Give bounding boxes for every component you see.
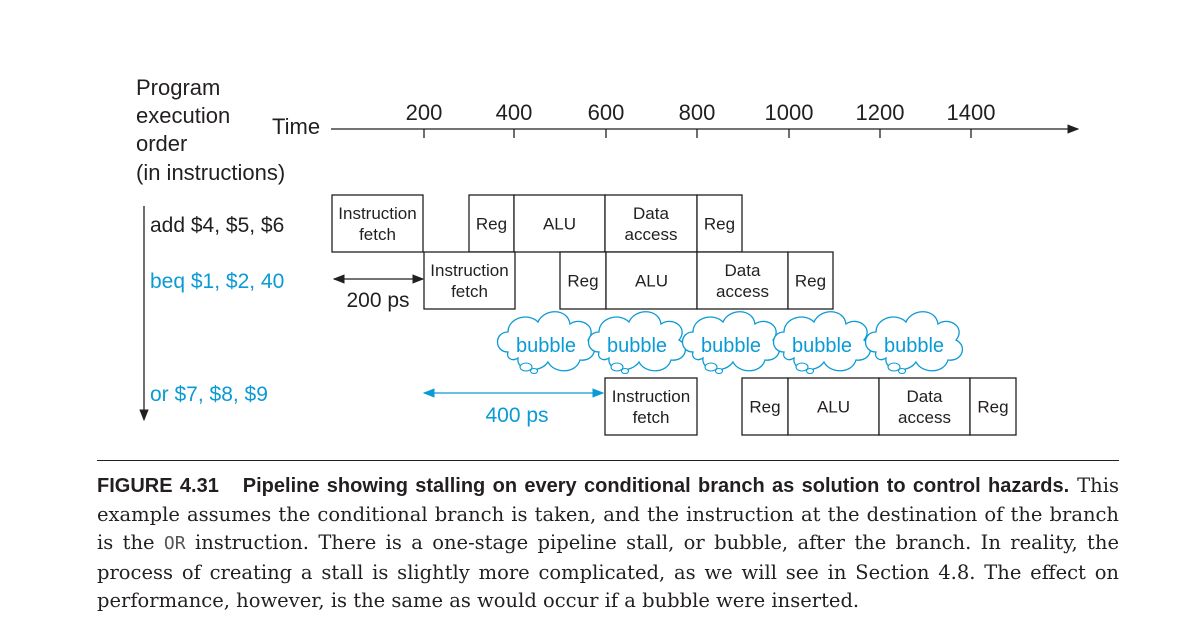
caption-text-2: instruction. There is a one-stage pipeli… <box>97 531 1119 613</box>
program-order-line-2: execution <box>136 103 230 128</box>
stage-label: access <box>625 225 678 244</box>
stage-label: fetch <box>633 408 670 427</box>
stage-label: Reg <box>476 215 507 234</box>
caption-text-1: This example assumes the conditional bra… <box>97 474 1119 555</box>
stage-label: Reg <box>749 398 780 417</box>
bubble: bubble <box>587 311 687 375</box>
time-tick-label: 600 <box>588 100 625 125</box>
stage-label: access <box>716 282 769 301</box>
stage-label: Instruction <box>612 387 690 406</box>
stage-beq-0: Instruction fetch <box>423 251 516 310</box>
bubble: bubble <box>496 311 596 375</box>
instruction-label-or: or $7, $8, $9 <box>150 383 268 406</box>
interval-200ps-label: 200 ps <box>346 289 409 312</box>
program-order-line-1: Program <box>136 75 220 100</box>
bubble-label: bubble <box>516 335 576 357</box>
bubble-label: bubble <box>701 335 761 357</box>
caption-code-or: OR <box>163 533 186 555</box>
pipeline-stages: Instruction fetch Reg ALU Data access Reg Instr… <box>331 194 1017 436</box>
bubble-label: bubble <box>884 335 944 357</box>
stage-or-3: Data access <box>878 377 971 436</box>
bubble: bubble <box>681 311 781 375</box>
instruction-label-beq: beq $1, $2, 40 <box>150 270 284 293</box>
interval-400ps-label: 400 ps <box>485 404 548 427</box>
stage-or-0: Instruction fetch <box>604 377 698 436</box>
stage-or-1: Reg <box>741 377 789 436</box>
time-tick-label: 1400 <box>947 100 996 125</box>
time-label: Time <box>272 114 320 139</box>
stage-label: fetch <box>451 282 488 301</box>
stage-add-1: Reg <box>468 194 515 253</box>
time-tick-label: 1200 <box>856 100 905 125</box>
stage-label: Data <box>907 387 943 406</box>
time-ticks: 200 400 600 800 1000 1200 1400 <box>406 100 996 138</box>
program-order-line-4: (in instructions) <box>136 160 285 185</box>
stage-label: ALU <box>543 215 576 234</box>
pipeline-diagram: Program execution order (in instructions… <box>136 75 1080 436</box>
stage-add-0: Instruction fetch <box>331 194 424 253</box>
figure-caption: FIGURE 4.31 Pipeline showing stalling on… <box>97 472 1119 616</box>
time-tick-label: 1000 <box>765 100 814 125</box>
stage-label: Reg <box>567 272 598 291</box>
stage-label: Instruction <box>430 261 508 280</box>
bubble-label: bubble <box>607 335 667 357</box>
stage-add-2: ALU <box>513 194 606 253</box>
stage-or-2: ALU <box>787 377 880 436</box>
caption-rule <box>97 460 1119 461</box>
program-order-line-3: order <box>136 131 187 156</box>
bubble-label: bubble <box>792 335 852 357</box>
stage-label: ALU <box>817 398 850 417</box>
stage-label: Reg <box>795 272 826 291</box>
bubble-row: bubble bubble bubble bubble bubble <box>496 311 964 375</box>
stage-label: ALU <box>635 272 668 291</box>
stage-beq-1: Reg <box>559 251 607 310</box>
stage-add-3: Data access <box>604 194 698 253</box>
stage-label: access <box>898 408 951 427</box>
bubble: bubble <box>864 311 964 375</box>
stage-label: Reg <box>977 398 1008 417</box>
stage-beq-2: ALU <box>605 251 698 310</box>
time-tick-label: 400 <box>496 100 533 125</box>
stage-label: fetch <box>359 225 396 244</box>
stage-label: Reg <box>704 215 735 234</box>
figure-number: FIGURE 4.31 <box>97 475 219 497</box>
time-tick-label: 800 <box>679 100 716 125</box>
instruction-label-add: add $4, $5, $6 <box>150 214 284 237</box>
stage-label: Data <box>725 261 761 280</box>
time-tick-label: 200 <box>406 100 443 125</box>
program-order-label: Program execution order (in instructions… <box>136 75 285 185</box>
bubble: bubble <box>772 311 872 375</box>
figure-title: Pipeline showing stalling on every condi… <box>242 475 1070 497</box>
stage-or-4: Reg <box>969 377 1017 436</box>
stage-add-4: Reg <box>696 194 743 253</box>
stage-label: Instruction <box>338 204 416 223</box>
stage-beq-3: Data access <box>696 251 789 310</box>
stage-label: Data <box>633 204 669 223</box>
stage-beq-4: Reg <box>787 251 834 310</box>
